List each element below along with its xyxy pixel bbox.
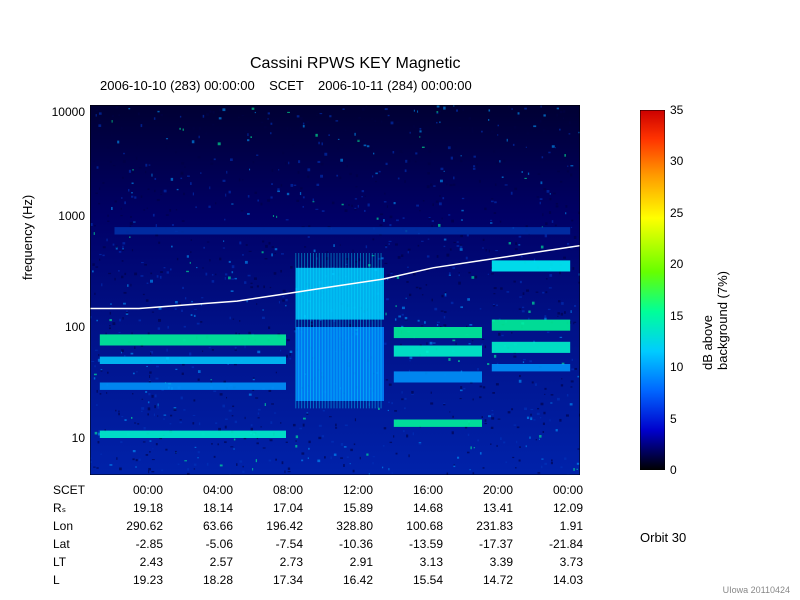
table-cell: 196.42 [241,518,309,534]
colorbar-tick: 30 [670,154,683,168]
table-cell: -2.85 [101,536,169,552]
row-label: L [47,572,99,588]
table-cell: 231.83 [451,518,519,534]
table-cell: -7.54 [241,536,309,552]
colorbar-tick: 20 [670,257,683,271]
chart-subtitle: 2006-10-10 (283) 00:00:00 SCET 2006-10-1… [100,78,472,93]
table-row: Rₛ19.1818.1417.0415.8914.6813.4112.09 [47,500,589,516]
colorbar-tick: 0 [670,463,677,477]
row-label: SCET [47,482,99,498]
table-cell: 17.34 [241,572,309,588]
table-cell: 04:00 [171,482,239,498]
colorbar-tick: 25 [670,206,683,220]
colorbar-tick: 5 [670,412,677,426]
colorbar [640,110,665,470]
table-cell: 16.42 [311,572,379,588]
table-cell: 100.68 [381,518,449,534]
table-cell: 18.28 [171,572,239,588]
table-cell: 12:00 [311,482,379,498]
chart-title: Cassini RPWS KEY Magnetic [250,55,460,73]
table-cell: 13.41 [451,500,519,516]
colorbar-label: dB above background (7%) [700,270,730,370]
table-cell: 16:00 [381,482,449,498]
footer-text: UIowa 20110424 [723,585,790,595]
spectrogram-plot [90,105,580,475]
table-cell: -10.36 [311,536,379,552]
spectrogram-svg [90,105,580,475]
table-cell: 14.68 [381,500,449,516]
table-cell: -5.06 [171,536,239,552]
table-cell: 00:00 [101,482,169,498]
table-cell: 14.72 [451,572,519,588]
table-cell: -17.37 [451,536,519,552]
table-row: LT2.432.572.732.913.133.393.73 [47,554,589,570]
row-label: Lat [47,536,99,552]
table-cell: 12.09 [521,500,589,516]
table-cell: 08:00 [241,482,309,498]
table-cell: -21.84 [521,536,589,552]
row-label: LT [47,554,99,570]
colorbar-tick: 35 [670,103,683,117]
table-cell: 15.89 [311,500,379,516]
y-tick: 10 [35,431,85,445]
table-cell: 2.91 [311,554,379,570]
table-cell: 3.13 [381,554,449,570]
colorbar-tick: 15 [670,309,683,323]
figure-container: Cassini RPWS KEY Magnetic 2006-10-10 (28… [0,0,800,600]
ephemeris-table: SCET00:0004:0008:0012:0016:0020:0000:00R… [45,480,591,590]
orbit-label: Orbit 30 [640,530,686,545]
table-cell: 19.23 [101,572,169,588]
table-cell: 20:00 [451,482,519,498]
table-cell: 3.73 [521,554,589,570]
table-cell: 14.03 [521,572,589,588]
colorbar-svg [640,110,665,470]
table-cell: 1.91 [521,518,589,534]
table-row: Lon290.6263.66196.42328.80100.68231.831.… [47,518,589,534]
table-cell: 328.80 [311,518,379,534]
table-cell: 00:00 [521,482,589,498]
table-row: L19.2318.2817.3416.4215.5414.7214.03 [47,572,589,588]
y-tick: 100 [35,320,85,334]
table-cell: 15.54 [381,572,449,588]
row-label: Lon [47,518,99,534]
table-cell: 18.14 [171,500,239,516]
table-cell: 63.66 [171,518,239,534]
table-cell: 17.04 [241,500,309,516]
colorbar-tick: 10 [670,360,683,374]
table-cell: 2.57 [171,554,239,570]
table-row: SCET00:0004:0008:0012:0016:0020:0000:00 [47,482,589,498]
row-label: Rₛ [47,500,99,516]
table-cell: 19.18 [101,500,169,516]
table-cell: 2.43 [101,554,169,570]
table-cell: 3.39 [451,554,519,570]
y-tick: 1000 [35,209,85,223]
table-cell: -13.59 [381,536,449,552]
y-axis-label: frequency (Hz) [20,195,35,280]
y-tick: 10000 [35,105,85,119]
table-cell: 290.62 [101,518,169,534]
table-row: Lat-2.85-5.06-7.54-10.36-13.59-17.37-21.… [47,536,589,552]
table-cell: 2.73 [241,554,309,570]
